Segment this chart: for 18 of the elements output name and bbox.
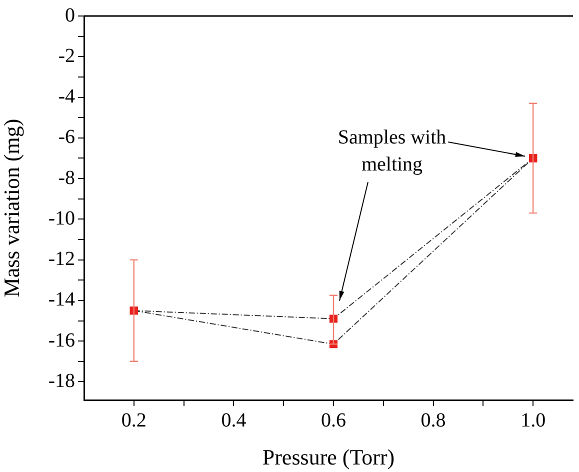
x-tick-label: 0.4 <box>221 409 246 432</box>
y-tick-label: -2 <box>58 44 75 67</box>
x-axis-title: Pressure (Torr) <box>262 444 395 470</box>
annotation: Samples with melting <box>338 126 446 176</box>
y-tick-label: -8 <box>58 166 75 189</box>
x-tick-label: 0.6 <box>320 409 346 432</box>
y-tick-label: -12 <box>48 248 75 270</box>
y-tick-label: -16 <box>48 329 75 352</box>
x-tick-label: 0.8 <box>420 409 446 432</box>
y-tick-label: -14 <box>48 288 75 311</box>
y-tick-label: -18 <box>48 370 75 392</box>
y-axis-title: Mass variation (mg) <box>0 118 24 298</box>
x-tick-label: 1.0 <box>520 409 546 432</box>
y-tick-label: -10 <box>48 207 75 230</box>
y-tick-label: -6 <box>58 126 75 148</box>
y-tick-label: -4 <box>58 86 75 108</box>
y-tick-label: 0 <box>65 4 75 26</box>
x-tick-label: 0.2 <box>121 409 146 432</box>
